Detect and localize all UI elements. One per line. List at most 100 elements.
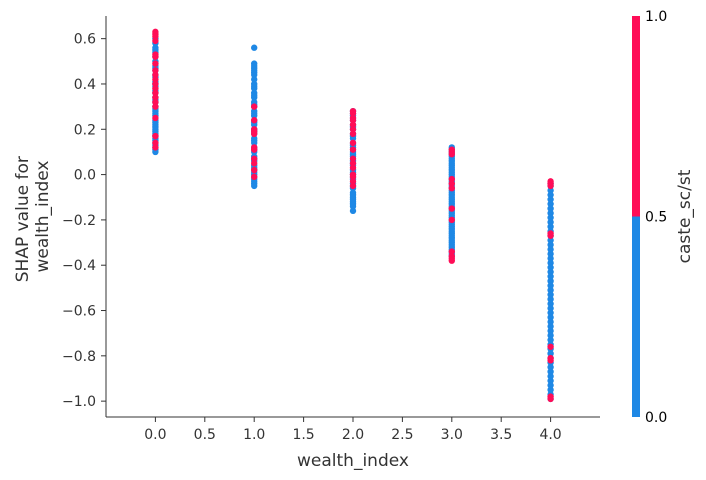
y-axis-ticks: 0.6 0.4 0.2 0.0 −0.2 −0.4 −0.6 −0.8 −1.0 [62,32,106,410]
scatter-point [547,273,554,280]
scatter-point [448,150,455,158]
scatter-point [251,146,258,153]
scatter-point [547,182,554,190]
scatter-point [547,223,554,230]
x-tick-label: 2.0 [342,427,364,443]
colorbar-tick-label: 0.0 [645,410,667,426]
scatter-point [448,205,455,212]
scatter-point [152,103,159,110]
scatter-point [152,80,159,88]
y-tick-label: 0.0 [74,168,96,184]
scatter-point [152,89,159,97]
scatter-point [349,110,357,117]
scatter-point [448,216,455,224]
scatter-point [152,76,159,83]
scatter-point [547,237,554,244]
y-axis-title-line-2: wealth_index [33,161,53,273]
colorbar-tick-label: 1.0 [645,9,667,25]
scatter-point [152,148,159,156]
scatter-point [251,155,258,162]
scatter-point [547,187,554,194]
scatter-point [349,121,357,128]
scatter-point [547,268,554,276]
scatter-point [448,184,455,192]
scatter-point [547,209,554,217]
scatter-point [448,175,455,183]
scatter-point [547,200,554,208]
x-tick-label: 2.5 [391,427,413,443]
scatter-point [152,114,159,122]
scatter-point [547,363,554,371]
scatter-point [547,395,554,403]
scatter-point [349,173,357,181]
scatter-point [547,373,554,380]
scatter-point [547,343,554,350]
scatter-point [349,203,357,210]
scatter-point [349,178,357,185]
scatter-point [349,164,357,171]
scatter-point [547,336,554,344]
scatter-point [152,37,159,45]
scatter-point [547,232,554,239]
x-tick-label: 4.0 [539,427,561,443]
scatter-point [251,76,258,83]
scatter-point [152,98,159,106]
scatter-point [547,250,554,258]
colorbar-tick-label: 0.5 [645,210,667,226]
y-tick-label: −0.8 [62,349,96,365]
scatter-point [547,205,554,212]
scatter-point [547,323,554,330]
x-tick-label: 0.0 [144,427,166,443]
scatter-point [547,218,554,226]
scatter-point [547,314,554,321]
y-axis-title: SHAP value for wealth_index [13,151,53,282]
scatter-point [251,85,258,92]
scatter-point [448,257,455,264]
scatter-point [547,382,554,389]
scatter-point [152,60,159,67]
scatter-point [547,318,554,326]
scatter-point [349,117,357,124]
scatter-point [547,259,554,267]
colorbar-ticks: 0.0 0.5 1.0 [645,9,667,426]
axes: 0.0 0.5 1.0 1.5 2.0 2.5 3.0 3.5 4.0 0.6 0.4 0.2 0.0… [62,16,600,443]
scatter-point [547,357,554,364]
scatter-point [152,53,159,60]
scatter-point [349,130,357,138]
scatter-point [349,126,357,133]
scatter-point [251,182,258,190]
scatter-point [251,117,258,124]
scatter-point [251,44,258,51]
scatter-point [547,282,554,289]
scatter-point [349,146,357,153]
scatter-point [251,130,258,138]
scatter-point [349,207,357,215]
x-tick-label: 1.5 [292,427,314,443]
y-tick-label: −0.6 [62,304,96,320]
scatter-point [152,139,159,147]
scatter-point [251,160,258,167]
scatter-point [152,33,159,40]
scatter-point [547,332,554,339]
scatter-point [349,155,357,162]
scatter-point [448,180,455,187]
y-tick-label: −0.2 [62,213,96,229]
scatter-point [547,196,554,203]
scatter-point [251,112,258,119]
scatter-point [547,305,554,312]
x-tick-label: 0.5 [194,427,216,443]
x-tick-label: 1.0 [243,427,265,443]
scatter-point [547,300,554,307]
scatter-point [547,327,554,335]
x-axis-title: wealth_index [297,451,409,471]
scatter-point [349,160,357,167]
scatter-point [547,255,554,262]
colorbar-title: caste_sc/st [675,169,695,263]
scatter-point [349,182,357,190]
y-tick-label: 0.6 [74,32,96,48]
scatter-point [251,121,258,128]
scatter-point [152,132,159,140]
scatter-point [251,173,258,181]
y-axis-title-line-1: SHAP value for [13,156,33,282]
